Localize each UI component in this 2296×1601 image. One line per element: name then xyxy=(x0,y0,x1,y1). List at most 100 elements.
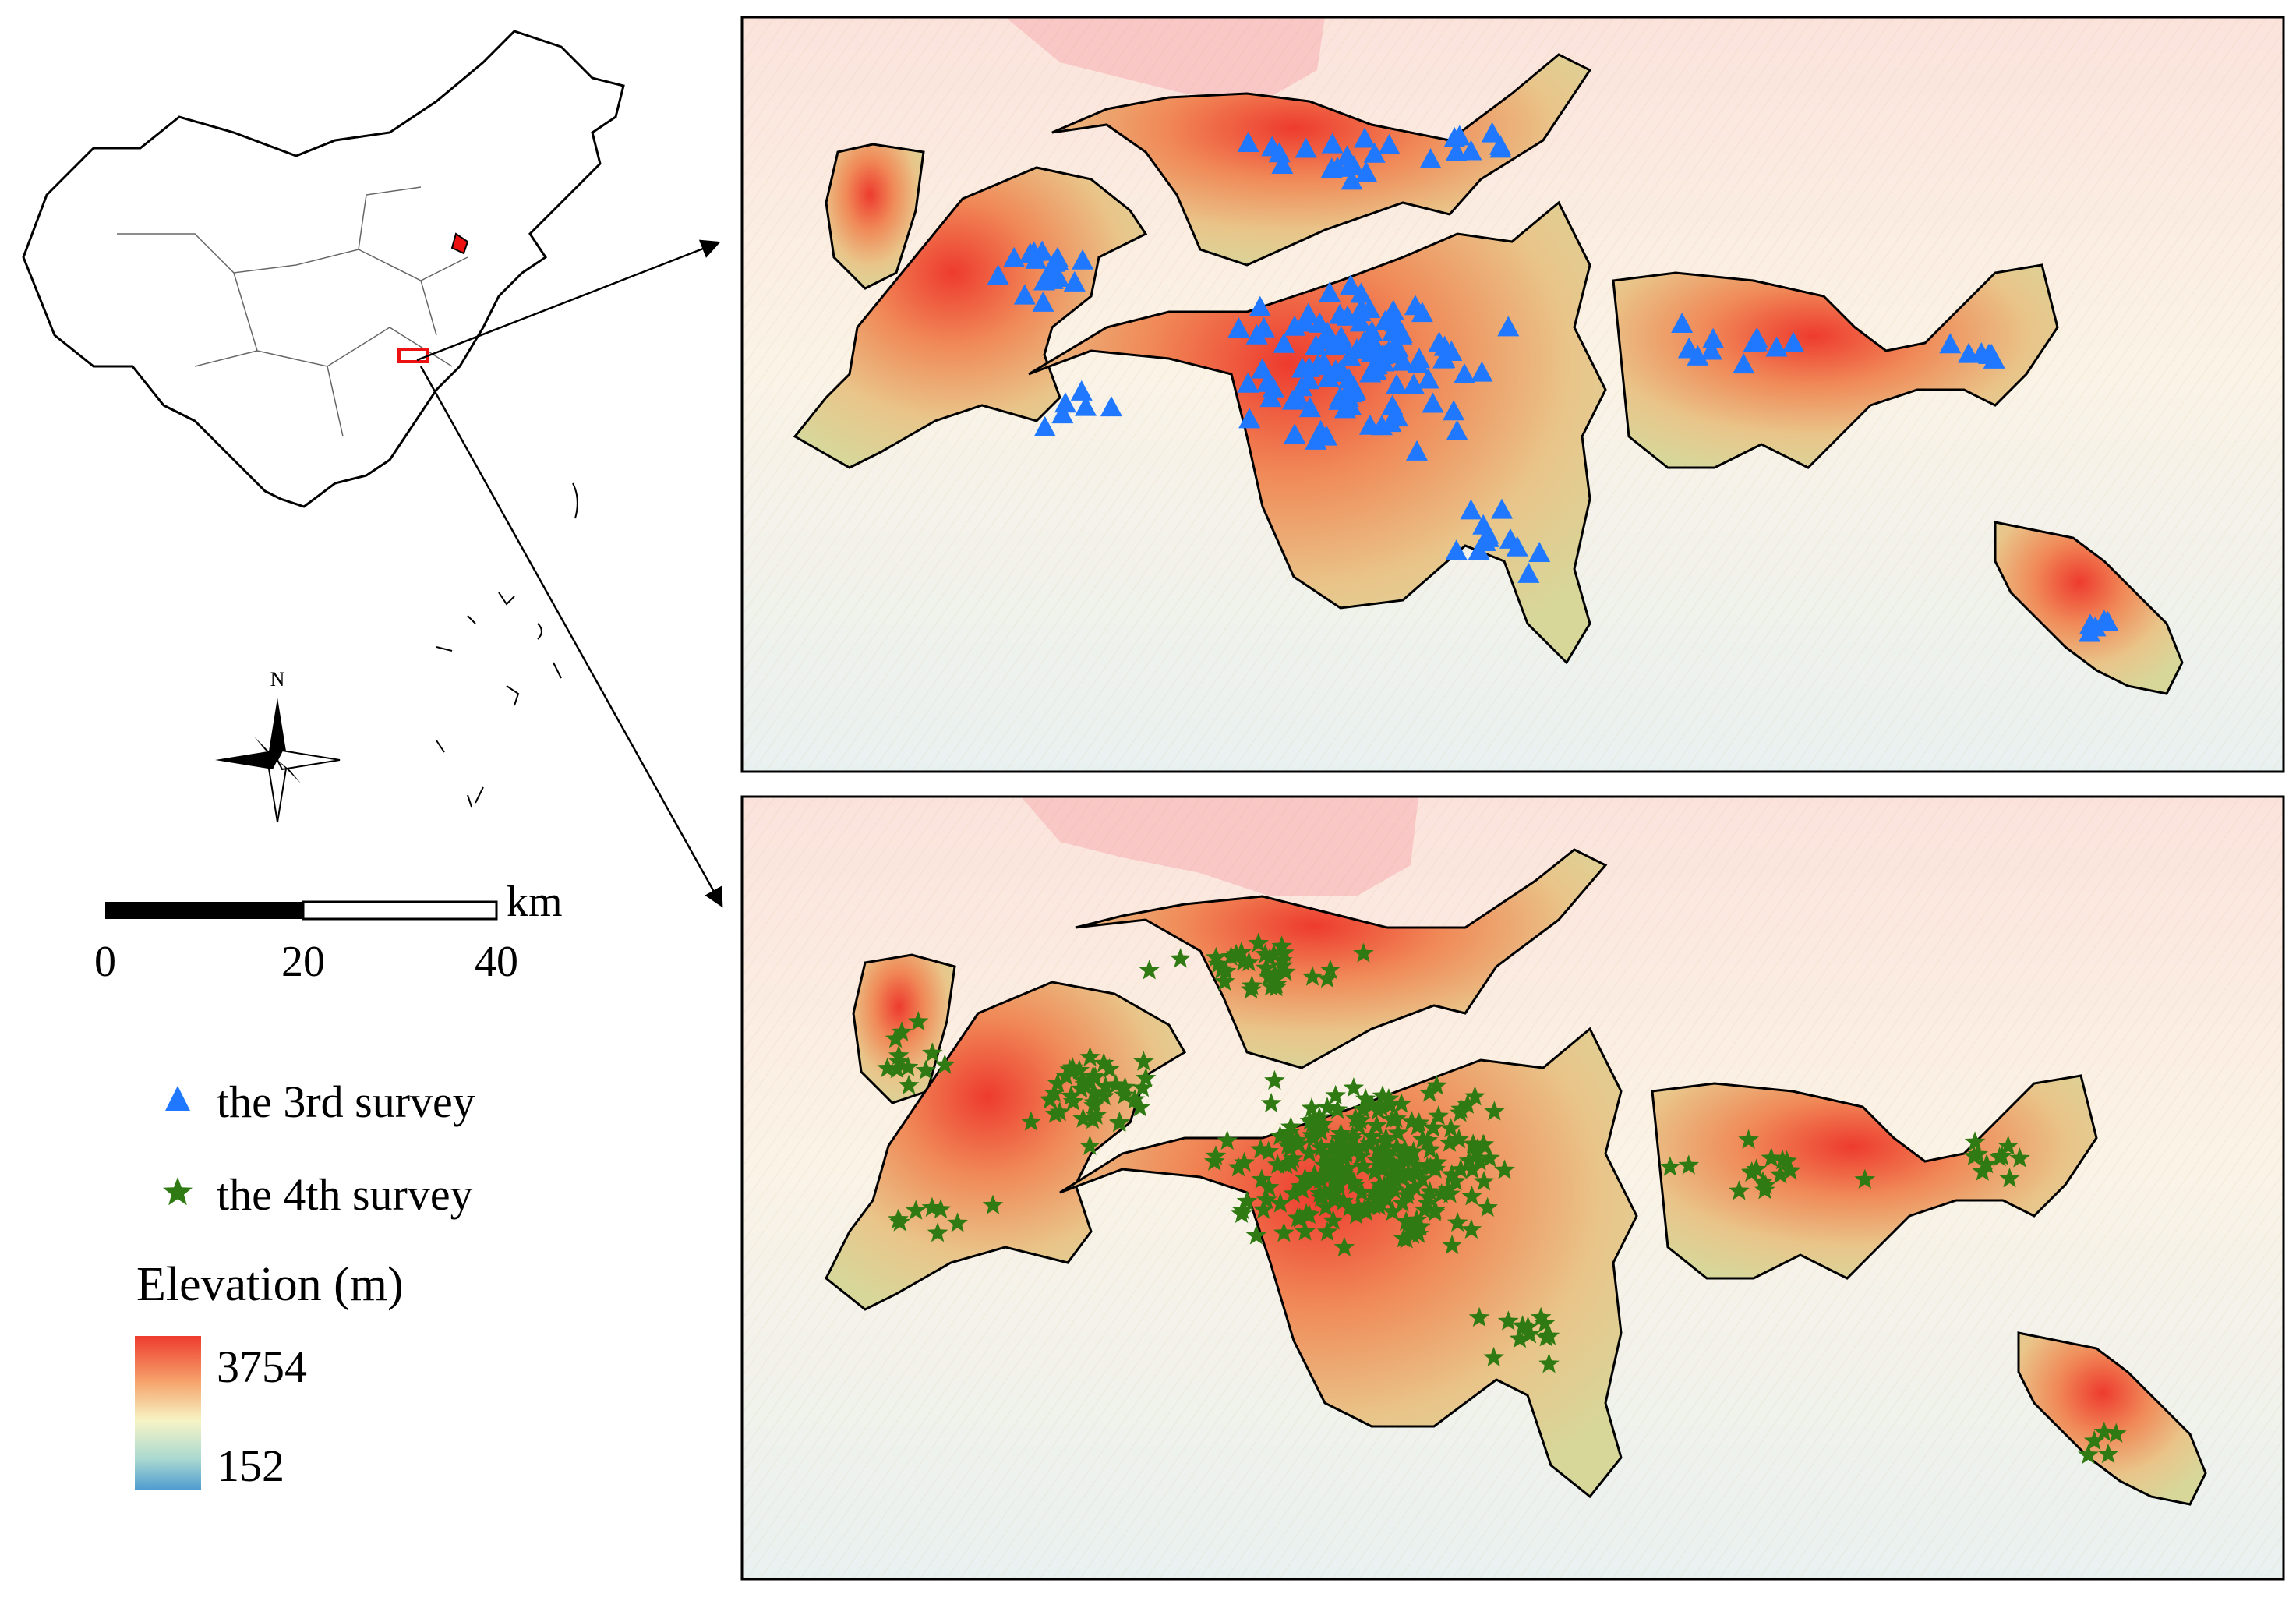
scale-bar-filled-segment xyxy=(105,902,303,919)
survey-4th-star xyxy=(1678,1154,1700,1175)
survey-3rd-triangle xyxy=(1320,157,1343,178)
survey-4th-star xyxy=(1440,1118,1461,1138)
survey-3rd-triangle xyxy=(1381,320,1404,341)
survey-3rd-triangle xyxy=(1075,395,1097,416)
survey-3rd-triangle xyxy=(1019,242,1041,263)
survey-4th-star xyxy=(934,1054,955,1074)
survey-4th-star xyxy=(1108,1112,1130,1133)
survey-4th-star xyxy=(1231,1203,1252,1223)
survey-3rd-triangle xyxy=(1386,406,1409,427)
survey-4th-star xyxy=(2009,1147,2030,1168)
survey-4th-star xyxy=(2106,1423,2127,1443)
survey-4th-star xyxy=(1428,1105,1449,1126)
survey-4th-star xyxy=(1203,1150,1225,1171)
survey-3rd-triangle xyxy=(1273,332,1295,353)
survey-3rd-triangle xyxy=(1237,372,1259,393)
survey-4th-star xyxy=(1314,1154,1335,1175)
survey-3rd-triangle xyxy=(1700,339,1722,360)
survey-4th-star xyxy=(1135,1067,1157,1087)
survey-3rd-triangle xyxy=(1417,368,1439,389)
survey-3rd-triangle xyxy=(1448,125,1471,146)
survey-3rd-triangle xyxy=(1677,338,1700,359)
survey-3rd-triangle xyxy=(1033,415,1056,436)
survey-4th-star xyxy=(1072,1108,1093,1128)
survey-4th-star xyxy=(1139,960,1160,980)
survey-4th-star xyxy=(888,1208,909,1229)
survey-4th-star xyxy=(1484,1101,1505,1121)
survey-4th-star xyxy=(1258,1140,1279,1161)
survey-4th-star xyxy=(1084,1066,1106,1087)
survey-3rd-triangle xyxy=(1072,249,1094,270)
map-frame-top xyxy=(740,16,2285,773)
survey-4th-star xyxy=(1242,975,1263,995)
survey-4th-star xyxy=(1386,1170,1407,1190)
survey-3rd-triangle xyxy=(1460,140,1482,161)
survey-3rd-triangle xyxy=(1497,316,1520,337)
survey-4th-star xyxy=(1422,1117,1444,1137)
survey-4th-star xyxy=(1369,1174,1390,1194)
survey-3rd-triangle xyxy=(1386,373,1408,394)
survey-4th-star xyxy=(1326,1099,1348,1119)
north-arrow-icon: N xyxy=(215,668,341,823)
survey-4th-star xyxy=(1344,1107,1366,1128)
survey-4th-star xyxy=(1497,1310,1519,1331)
survey-4th-star xyxy=(1225,944,1247,964)
survey-3rd-triangle xyxy=(1288,387,1310,408)
survey-4th-star xyxy=(1424,1201,1446,1221)
survey-4th-star xyxy=(1417,1129,1439,1150)
survey-4th-star xyxy=(1355,1088,1376,1108)
survey-4th-star xyxy=(1976,1154,1998,1174)
survey-3rd-triangle xyxy=(1405,440,1428,461)
survey-4th-star xyxy=(1418,1082,1440,1102)
survey-4th-star xyxy=(1302,966,1323,986)
survey-4th-star xyxy=(888,1051,910,1071)
survey-4th-star xyxy=(1315,1196,1337,1217)
survey-4th-star xyxy=(1366,1115,1387,1135)
survey-4th-star xyxy=(1277,1135,1298,1155)
survey-3rd-triangle xyxy=(1339,394,1362,415)
survey-4th-star xyxy=(1964,1131,1986,1151)
survey-4th-star xyxy=(1114,1076,1136,1097)
survey-4th-star xyxy=(1387,1122,1409,1143)
survey-3rd-triangle xyxy=(1238,408,1261,429)
survey-4th-star xyxy=(1323,1210,1344,1230)
survey-4th-star xyxy=(1299,1110,1321,1130)
survey-4th-star xyxy=(1319,959,1341,979)
survey-3rd-triangle xyxy=(1481,122,1503,143)
survey-4th-star xyxy=(905,1200,927,1220)
arrow-to-top-map xyxy=(416,239,721,362)
survey-4th-star xyxy=(1461,1158,1483,1179)
survey-4th-star xyxy=(1044,1103,1066,1123)
survey-4th-star xyxy=(1231,942,1252,962)
survey-3rd-triangle xyxy=(1378,340,1401,361)
survey-4th-star xyxy=(1264,963,1285,984)
survey-4th-star xyxy=(1302,1169,1324,1190)
survey-4th-star xyxy=(927,1222,948,1242)
survey-4th-star xyxy=(1345,1204,1367,1225)
survey-4th-star xyxy=(1114,1084,1135,1104)
survey-3rd-triangle xyxy=(1227,316,1250,338)
survey-3rd-triangle xyxy=(1312,355,1334,376)
survey-4th-star xyxy=(1393,1228,1415,1248)
survey-4th-star xyxy=(1333,1190,1354,1210)
survey-4th-star xyxy=(1341,1129,1362,1149)
survey-4th-star xyxy=(1373,1157,1395,1178)
survey-4th-star xyxy=(1972,1161,1994,1181)
survey-4th-star xyxy=(886,1058,908,1079)
survey-4th-star xyxy=(1448,1128,1470,1149)
survey-4th-star xyxy=(1316,1221,1338,1242)
survey-3rd-triangle xyxy=(1044,265,1067,286)
survey-4th-star xyxy=(1394,1138,1415,1159)
survey-3rd-triangle xyxy=(1305,334,1327,355)
survey-3rd-triangle xyxy=(1939,333,1962,354)
survey-4th-star xyxy=(1072,1069,1093,1090)
survey-4th-star xyxy=(1364,1161,1385,1181)
survey-4th-star xyxy=(1426,1075,1447,1095)
survey-3rd-triangle xyxy=(1252,316,1275,338)
survey-3rd-triangle xyxy=(1336,305,1358,326)
survey-4th-star xyxy=(1083,1094,1104,1115)
survey-4th-star xyxy=(947,1212,968,1232)
survey-4th-star xyxy=(1309,1106,1330,1127)
survey-3rd-triangle xyxy=(1445,140,1468,161)
